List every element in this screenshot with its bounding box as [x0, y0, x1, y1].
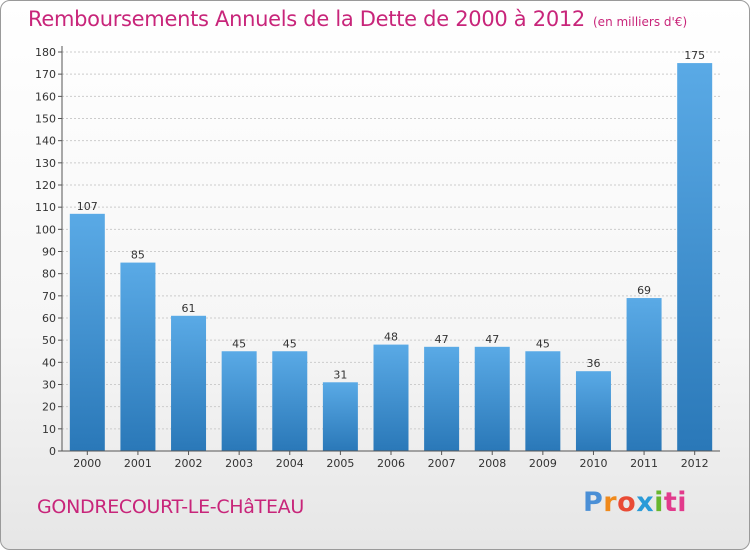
- bars: [69, 63, 713, 451]
- value-label: 36: [586, 357, 600, 370]
- bar: [171, 315, 207, 451]
- y-tick-label: 90: [42, 246, 56, 259]
- y-tick-label: 100: [35, 223, 56, 236]
- bar: [626, 298, 662, 451]
- value-labels: 107 85 61 45 45 31 48 47 47 45 36 69 175: [77, 49, 705, 381]
- proxiti-logo: Proxiti: [583, 487, 687, 518]
- x-tick-label: 2012: [681, 457, 709, 470]
- bar: [677, 63, 713, 451]
- bar: [575, 371, 611, 451]
- bar: [424, 346, 460, 451]
- bar: [120, 262, 156, 451]
- x-tick-label: 2006: [377, 457, 405, 470]
- x-tick-label: 2002: [175, 457, 203, 470]
- bar: [272, 351, 308, 451]
- bar: [474, 346, 510, 451]
- x-tick-label: 2003: [225, 457, 253, 470]
- y-tick-label: 30: [42, 379, 56, 392]
- value-label: 47: [435, 333, 449, 346]
- x-tick-label: 2007: [428, 457, 456, 470]
- y-axis-ticks: 0 10 20 30 40 50 60 70 80 90 100 110 120 130 140 150 160…: [35, 46, 62, 458]
- y-tick-label: 10: [42, 423, 56, 436]
- y-tick-label: 50: [42, 334, 56, 347]
- bar: [221, 351, 257, 451]
- y-tick-label: 120: [35, 179, 56, 192]
- title-row: Remboursements Annuels de la Dette de 20…: [28, 7, 687, 31]
- value-label: 85: [131, 249, 145, 262]
- place-name: GONDRECOURT-LE-CHâTEAU: [37, 496, 304, 518]
- value-label: 31: [333, 368, 347, 381]
- x-tick-label: 2000: [73, 457, 101, 470]
- value-label: 107: [77, 200, 98, 213]
- value-label: 45: [232, 337, 246, 350]
- y-tick-label: 160: [35, 90, 56, 103]
- logo-letter: P: [583, 487, 604, 518]
- x-tick-label: 2001: [124, 457, 152, 470]
- y-tick-label: 80: [42, 268, 56, 281]
- y-tick-label: 40: [42, 356, 56, 369]
- x-tick-label: 2004: [276, 457, 304, 470]
- y-tick-label: 140: [35, 135, 56, 148]
- value-label: 61: [182, 302, 196, 315]
- chart-title: Remboursements Annuels de la Dette de 20…: [28, 7, 585, 31]
- x-tick-label: 2005: [326, 457, 354, 470]
- bar: [322, 382, 358, 451]
- axes: [61, 46, 720, 452]
- y-tick-label: 150: [35, 113, 56, 126]
- value-label: 45: [536, 337, 550, 350]
- chart-subtitle: (en milliers d'€): [593, 15, 688, 29]
- y-tick-label: 0: [49, 445, 56, 458]
- x-axis-ticks: 2000 2001 2002 2003 2004 2005 2006 2007 2008 2009…: [73, 451, 709, 470]
- logo-letter: r: [603, 487, 618, 518]
- bar: [69, 213, 105, 451]
- y-tick-label: 60: [42, 312, 56, 325]
- x-tick-label: 2011: [630, 457, 658, 470]
- x-tick-label: 2010: [579, 457, 607, 470]
- x-tick-label: 2008: [478, 457, 506, 470]
- y-tick-label: 20: [42, 401, 56, 414]
- value-label: 175: [684, 49, 705, 62]
- x-tick-label: 2009: [529, 457, 557, 470]
- logo-letter: o: [617, 487, 637, 518]
- y-tick-label: 110: [35, 201, 56, 214]
- y-tick-label: 130: [35, 157, 56, 170]
- y-tick-label: 70: [42, 290, 56, 303]
- value-label: 45: [283, 337, 297, 350]
- value-label: 69: [637, 284, 651, 297]
- bar: [525, 351, 561, 451]
- value-label: 48: [384, 331, 398, 344]
- y-tick-label: 180: [35, 46, 56, 59]
- y-tick-label: 170: [35, 68, 56, 81]
- value-label: 47: [485, 333, 499, 346]
- logo-letter: i: [654, 487, 664, 518]
- logo-letter: x: [636, 487, 655, 518]
- logo-letter: ti: [663, 487, 688, 518]
- bar: [373, 344, 409, 451]
